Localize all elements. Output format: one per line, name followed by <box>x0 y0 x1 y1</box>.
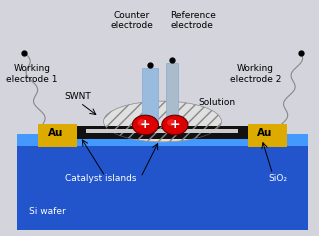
Circle shape <box>162 115 188 135</box>
Bar <box>166 63 178 123</box>
Text: Reference
electrode: Reference electrode <box>170 11 216 30</box>
Text: SiO₂: SiO₂ <box>268 174 287 183</box>
Text: +: + <box>140 118 151 131</box>
Bar <box>231 133 257 139</box>
Circle shape <box>137 119 147 126</box>
Ellipse shape <box>104 101 221 142</box>
Circle shape <box>132 115 159 135</box>
Text: Si wafer: Si wafer <box>29 207 66 216</box>
Text: SWNT: SWNT <box>65 92 92 101</box>
Text: Solution: Solution <box>198 98 235 107</box>
Bar <box>68 133 94 139</box>
Bar <box>86 129 239 133</box>
Bar <box>248 124 286 147</box>
Circle shape <box>167 119 176 126</box>
Bar <box>142 68 159 123</box>
Bar <box>17 134 308 146</box>
Bar <box>38 124 77 147</box>
Text: Catalyst islands: Catalyst islands <box>65 174 136 183</box>
Text: Counter
electrode: Counter electrode <box>110 11 153 30</box>
Bar <box>68 126 257 139</box>
Text: Working
electrode 1: Working electrode 1 <box>6 64 58 84</box>
Text: Au: Au <box>48 128 63 138</box>
Text: +: + <box>170 118 180 131</box>
Text: Au: Au <box>257 128 272 138</box>
Bar <box>17 141 308 230</box>
Text: Working
electrode 2: Working electrode 2 <box>230 64 281 84</box>
